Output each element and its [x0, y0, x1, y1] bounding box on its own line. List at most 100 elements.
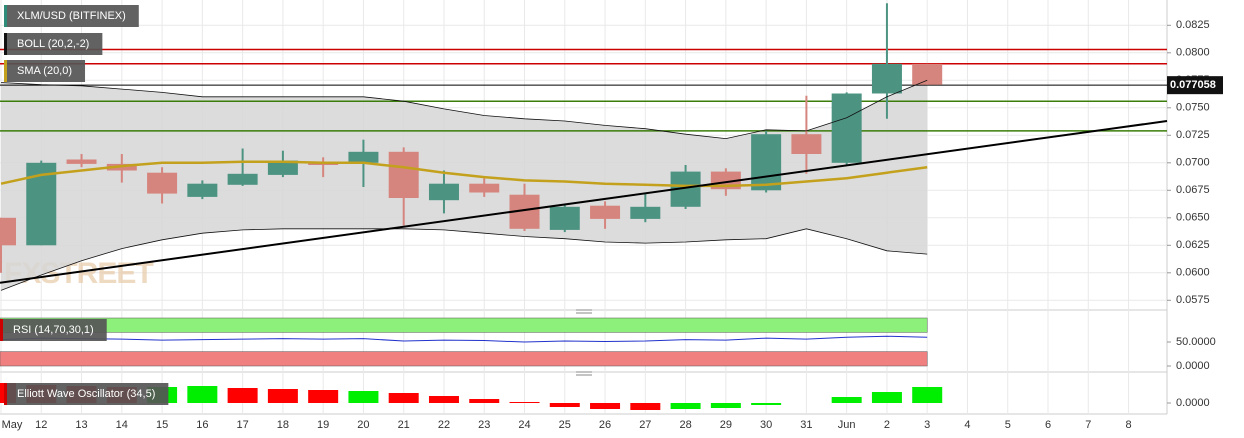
x-tick-label: 13: [75, 419, 87, 431]
candle-body: [388, 151, 419, 198]
y-tick-label: 0.0800: [1176, 47, 1210, 59]
legend-label: XLM/USD (BITFINEX): [17, 10, 126, 22]
y-tick-label: 0.0725: [1176, 129, 1210, 141]
bar: [187, 386, 218, 403]
bar: [348, 391, 379, 403]
x-tick-label: 20: [357, 419, 369, 431]
trendline: [0, 120, 1168, 284]
candle-body: [831, 93, 862, 163]
y-tick-label: 0.0675: [1176, 184, 1210, 196]
band-upper: [0, 79, 928, 140]
bar: [670, 403, 701, 409]
sma-line: [0, 160, 928, 188]
candle-body: [469, 183, 500, 193]
legend-item: SMA (20,0): [4, 60, 86, 82]
legend-box: [0, 319, 107, 341]
legend-box: [4, 33, 103, 55]
x-tick-label: 25: [559, 419, 571, 431]
candle-body: [630, 206, 661, 219]
x-tick-label: 31: [800, 419, 812, 431]
candle-body: [590, 205, 621, 219]
bar: [871, 392, 902, 403]
candle-body: [348, 151, 379, 163]
y-tick-label: 0.0825: [1176, 19, 1210, 31]
band-lower: [0, 228, 928, 291]
y-tick-label: 0.0625: [1176, 239, 1210, 251]
bar: [267, 389, 298, 403]
x-tick-label: 16: [196, 419, 208, 431]
bar: [590, 403, 621, 409]
x-tick-label: 14: [116, 419, 128, 431]
x-tick-label: 5: [1005, 419, 1011, 431]
x-tick-label: 8: [1125, 419, 1131, 431]
x-tick-label: 24: [518, 419, 530, 431]
x-tick-label: 22: [438, 419, 450, 431]
legend-label: RSI (14,70,30,1): [13, 324, 94, 336]
y-tick-label: 0.0000: [1176, 397, 1210, 409]
legend-swatch: [0, 319, 3, 341]
legend-box: [4, 60, 86, 82]
candle-body: [66, 159, 97, 164]
x-tick-label: 23: [478, 419, 490, 431]
bar: [509, 402, 540, 403]
bar: [831, 397, 862, 403]
y-tick-label: 0.0650: [1176, 212, 1210, 224]
legend-label: Elliott Wave Oscillator (34,5): [17, 388, 155, 400]
price-tag: [1167, 76, 1223, 95]
y-tick-label: 0.0000: [1176, 360, 1210, 372]
legend-item: Elliott Wave Oscillator (34,5): [4, 383, 169, 405]
legend-item: BOLL (20,2,-2): [4, 33, 103, 55]
bar: [751, 403, 782, 405]
x-tick-label: 30: [760, 419, 772, 431]
x-tick-label: 6: [1045, 419, 1051, 431]
bar: [469, 399, 500, 403]
x-tick-label: 27: [639, 419, 651, 431]
x-tick-label: 15: [156, 419, 168, 431]
x-tick-label: 12: [35, 419, 47, 431]
candle-body: [428, 183, 459, 201]
y-tick-label: 0.0700: [1176, 157, 1210, 169]
x-tick-label: 7: [1085, 419, 1091, 431]
legend-box: [4, 5, 139, 27]
x-tick-label: 4: [964, 419, 970, 431]
bar: [630, 403, 661, 410]
x-tick-label: 18: [277, 419, 289, 431]
legend-item: XLM/USD (BITFINEX): [4, 5, 139, 27]
oversold-zone: [0, 351, 928, 367]
bar: [912, 387, 943, 403]
candle-body: [227, 173, 258, 185]
legend-label: BOLL (20,2,-2): [17, 38, 89, 50]
legend-box: [4, 383, 169, 405]
bar: [388, 393, 419, 403]
y-tick-label: 0.0600: [1176, 267, 1210, 279]
candle-body: [751, 134, 782, 191]
bar: [308, 390, 339, 403]
x-tick-label: Jun: [838, 419, 856, 431]
resize-handle: [576, 309, 592, 376]
candle-body: [871, 63, 902, 94]
candle-body: [147, 172, 178, 194]
y-tick-label: 0.0575: [1176, 294, 1210, 306]
bar: [428, 396, 459, 403]
candle-body: [912, 63, 943, 85]
x-tick-label: 21: [398, 419, 410, 431]
candle-body: [549, 206, 580, 230]
candle-body: [187, 183, 218, 197]
legend-swatch: [4, 60, 7, 82]
x-tick-label: 28: [679, 419, 691, 431]
price-tag-label: 0.077058: [1170, 79, 1216, 91]
overbought-zone: [0, 317, 928, 333]
bar: [710, 403, 741, 408]
candle-body: [791, 134, 822, 154]
legend-label: SMA (20,0): [17, 65, 72, 77]
legend-item: RSI (14,70,30,1): [0, 319, 107, 341]
x-tick-label: 26: [599, 419, 611, 431]
legend-swatch: [4, 33, 7, 55]
y-tick-label: 50.0000: [1176, 336, 1216, 348]
legend-swatch: [4, 5, 7, 27]
candle-body: [0, 217, 16, 246]
bar: [549, 403, 580, 407]
x-tick-label: 17: [236, 419, 248, 431]
